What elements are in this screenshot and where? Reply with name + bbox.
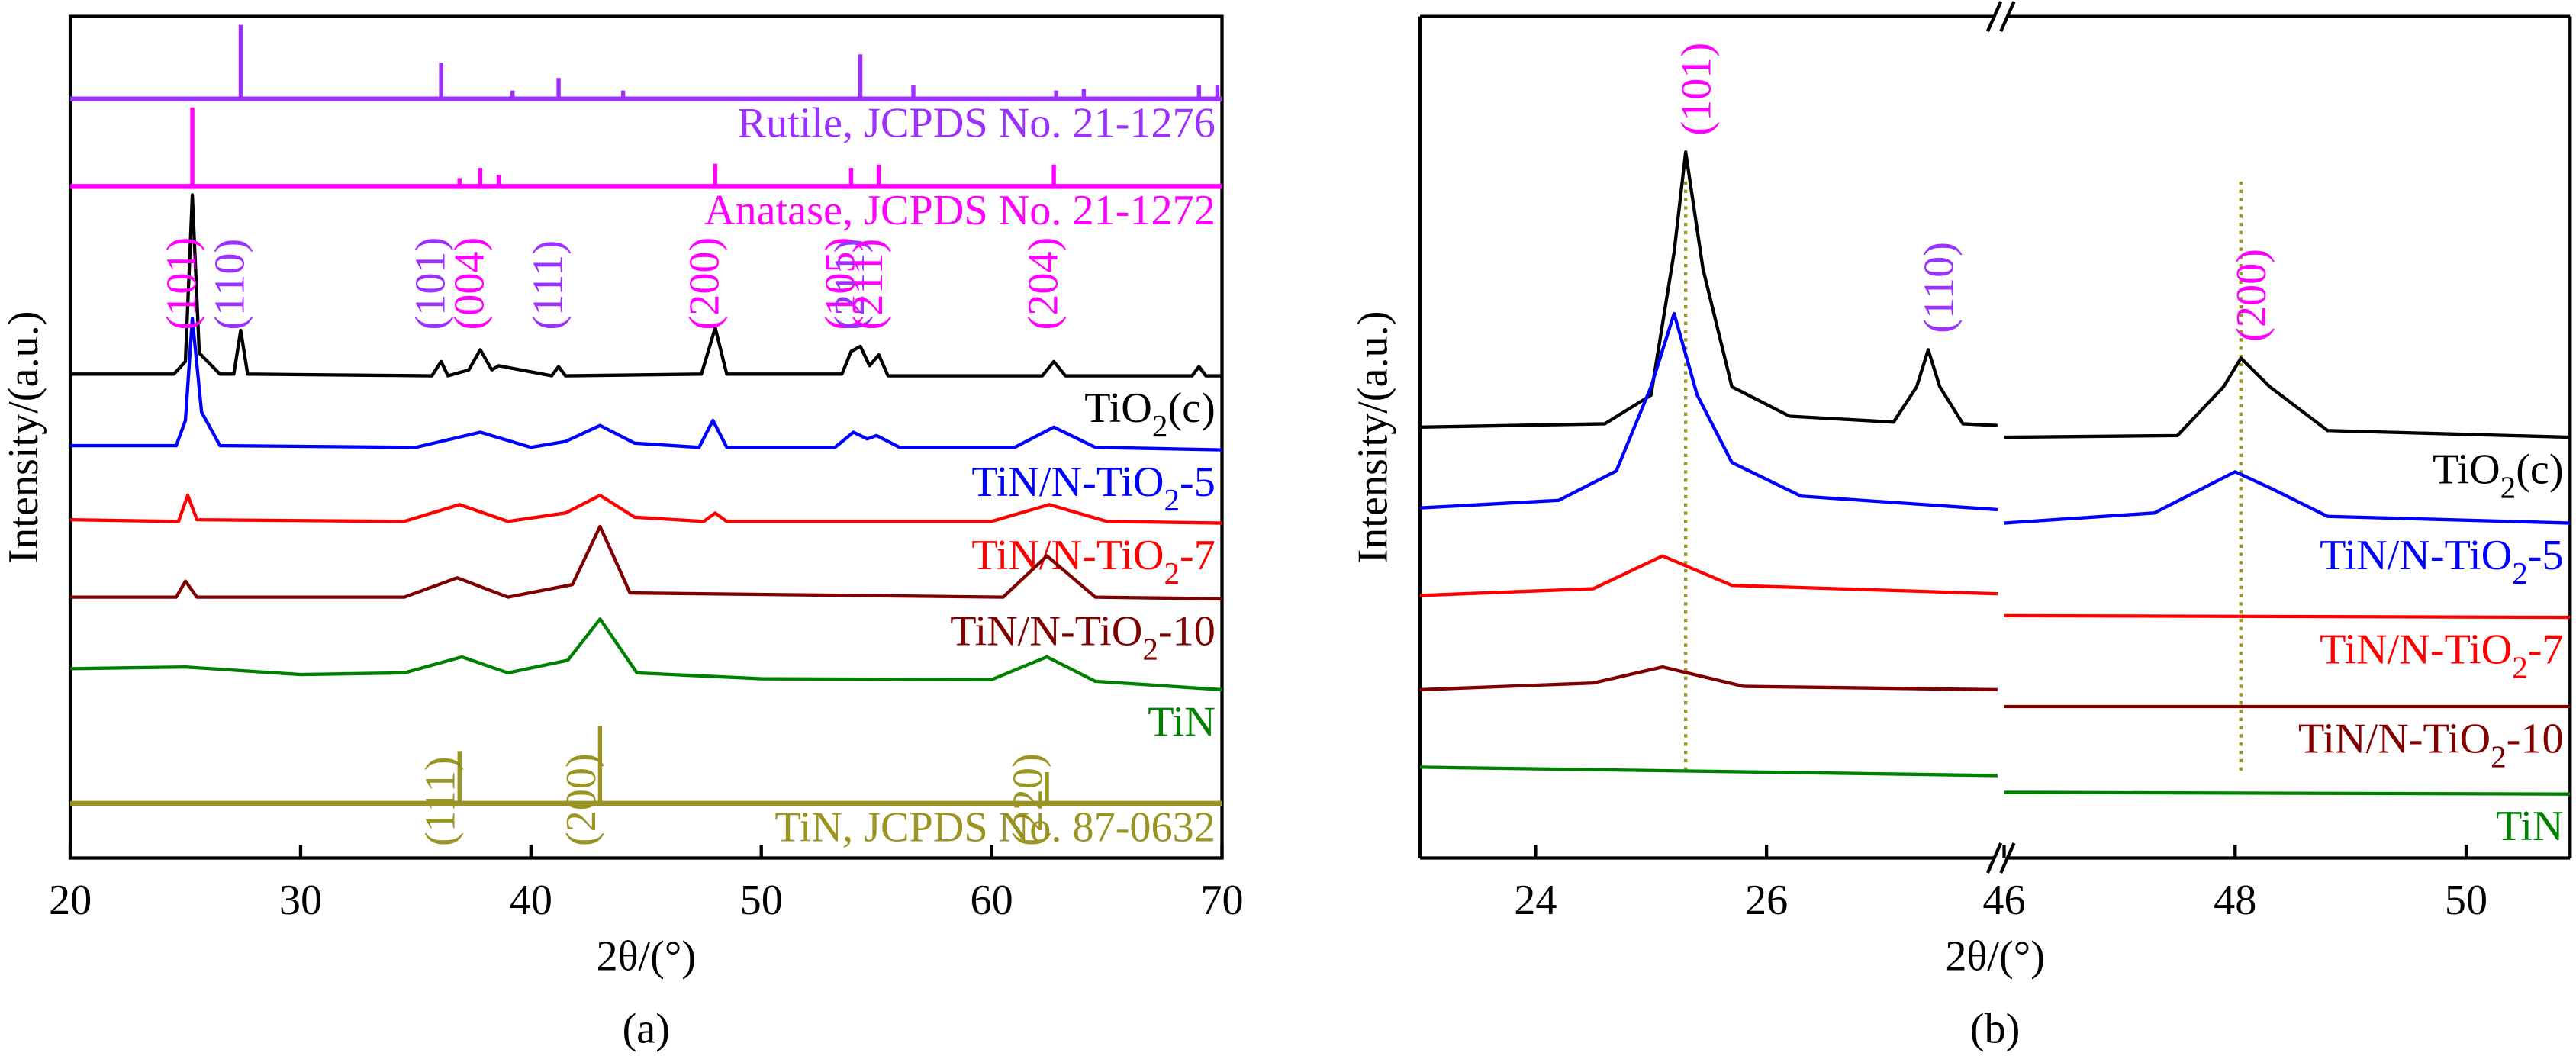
series-line bbox=[70, 617, 1222, 692]
x-tick-label: 60 bbox=[971, 877, 1013, 924]
x-tick-label: 40 bbox=[510, 877, 552, 924]
subscript: 2 bbox=[2512, 650, 2528, 685]
peak-label: (200) bbox=[558, 753, 605, 846]
series-label: TiN/N-TiO2-7 bbox=[971, 532, 1216, 591]
peak-label: (110) bbox=[1915, 242, 1963, 333]
x-tick-label: 26 bbox=[1745, 877, 1788, 924]
series-line bbox=[70, 524, 1222, 600]
peak-label: (110) bbox=[207, 239, 254, 330]
series-label: TiN/N-TiO2-10 bbox=[2298, 715, 2564, 774]
subscript: 2 bbox=[2512, 556, 2528, 591]
y-axis-label: Intensity/(a.u.) bbox=[1350, 311, 1397, 564]
series-label: TiN/N-TiO2-7 bbox=[2320, 626, 2564, 686]
peak-label: (211) bbox=[845, 239, 892, 330]
peak-label: (101) bbox=[158, 237, 205, 330]
x-tick-label: 50 bbox=[2445, 877, 2487, 924]
peak-label: (004) bbox=[446, 237, 494, 330]
series-line bbox=[70, 317, 1222, 452]
subscript: 2 bbox=[1152, 409, 1168, 444]
series-line bbox=[1419, 311, 2571, 525]
axis-break-mark bbox=[1999, 1, 2016, 32]
x-tick-label: 24 bbox=[1514, 877, 1557, 924]
plot-frame bbox=[68, 14, 1224, 860]
series-label: TiO2(c) bbox=[2433, 446, 2564, 506]
series-label: TiN bbox=[2496, 803, 2564, 850]
x-axis-label: 2θ/(°) bbox=[596, 932, 696, 980]
series-label: TiN/N-TiO2-10 bbox=[950, 607, 1216, 667]
series-label: TiN/N-TiO2-5 bbox=[2320, 532, 2564, 591]
series-line bbox=[1419, 554, 2571, 620]
series-line bbox=[1419, 150, 2571, 439]
peak-label: (105) bbox=[817, 237, 865, 330]
peak-label: (111) bbox=[417, 756, 465, 846]
axis-break-mark bbox=[1985, 842, 2003, 874]
panel-caption: (a) bbox=[623, 1006, 670, 1053]
y-axis-label: Intensity/(a.u.) bbox=[0, 311, 47, 564]
series-line bbox=[1419, 665, 2571, 709]
series-label: TiN bbox=[1148, 698, 1216, 745]
panel-caption: (b) bbox=[1970, 1006, 2021, 1053]
reference-label: Rutile, JCPDS No. 21-1276 bbox=[738, 99, 1216, 146]
peak-label: (211) bbox=[826, 239, 874, 330]
panel: 20 30 40 50 60 70 2θ/(°) Intensity/(a.u.) (a) Rut… bbox=[0, 14, 1244, 1053]
peak-label: (111) bbox=[524, 240, 572, 330]
subscript: 2 bbox=[1164, 483, 1180, 518]
subscript: 2 bbox=[2500, 470, 2516, 505]
subscript: 2 bbox=[1164, 556, 1180, 591]
reference-label: Anatase, JCPDS No. 21-1272 bbox=[704, 187, 1216, 234]
series-line bbox=[1419, 765, 2571, 796]
x-tick-label: 48 bbox=[2214, 877, 2256, 924]
subscript: 2 bbox=[2491, 739, 2507, 774]
x-tick-label: 70 bbox=[1200, 877, 1243, 924]
x-tick-label: 30 bbox=[279, 877, 322, 924]
series-label: TiO2(c) bbox=[1084, 385, 1216, 444]
peak-label: (200) bbox=[681, 237, 729, 330]
series-line bbox=[70, 493, 1222, 525]
peak-label: (101) bbox=[1673, 43, 1721, 136]
series-line bbox=[70, 193, 1222, 378]
series-label: TiN/N-TiO2-5 bbox=[971, 459, 1216, 518]
reference-label: TiN, JCPDS No. 87-0632 bbox=[774, 803, 1215, 851]
x-tick-label: 50 bbox=[740, 877, 783, 924]
peak-label: (200) bbox=[2228, 249, 2275, 342]
x-tick-label: 20 bbox=[49, 877, 92, 924]
peak-label: (220) bbox=[1005, 753, 1052, 846]
x-axis-label: 2θ/(°) bbox=[1945, 932, 2045, 980]
axis-break-mark bbox=[1999, 842, 2016, 874]
peak-label: (204) bbox=[1019, 237, 1067, 330]
subscript: 2 bbox=[1142, 632, 1158, 667]
peak-label: (101) bbox=[407, 237, 454, 330]
panel: 24 26 46 48 50 2θ/(°) Intensity/(a.u.) (b) TiO2(… bbox=[1350, 1, 2572, 1053]
axis-break-mark bbox=[1985, 1, 2003, 32]
x-tick-label: 46 bbox=[1982, 877, 2025, 924]
